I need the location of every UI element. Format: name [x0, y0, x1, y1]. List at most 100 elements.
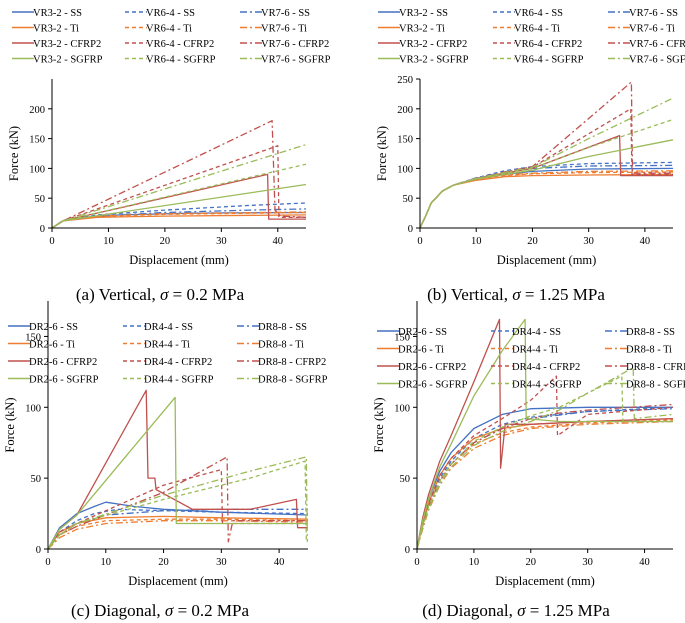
legend-label: DR4-4 - Ti	[512, 345, 558, 356]
x-tick-label: 20	[158, 557, 169, 568]
legend-label: VR6-4 - CFRP2	[146, 39, 214, 50]
y-axis-label: Force (kN)	[375, 126, 389, 181]
legend-label: VR3-2 - CFRP2	[399, 39, 467, 50]
y-tick-label: 100	[29, 164, 45, 175]
legend-label: DR4-4 - SGFRP	[512, 380, 582, 391]
legend-label: DR8-8 - Ti	[626, 345, 672, 356]
chart-panel-b: 0 10 20 30 40 0 50 100 150 200 250 Displacement (mm…	[375, 8, 685, 267]
x-axis-label: Displacement (mm)	[497, 253, 597, 267]
x-tick-label: 40	[274, 557, 285, 568]
legend-label: VR6-4 - SS	[514, 8, 563, 19]
series-line-dr4-4-ti	[47, 518, 309, 550]
y-tick-label: 100	[394, 403, 410, 414]
x-tick-label: 40	[640, 236, 651, 247]
caption-c: (c) Diagonal, σ = 0.2 MPa	[71, 601, 249, 620]
series-line-vr3-2-cfrp2	[419, 134, 673, 229]
x-tick-label: 40	[273, 236, 284, 247]
series-line-dr8-8-ti	[416, 420, 674, 550]
legend-label: DR2-6 - SGFRP	[29, 375, 99, 386]
chart-panel-a: 0 10 20 30 40 0 50 100 150 200 Displacement (mm) Fo…	[7, 8, 331, 267]
x-tick-label: 0	[49, 236, 54, 247]
series-line-vr3-2-ti	[419, 173, 674, 229]
legend-label: DR2-6 - CFRP2	[398, 362, 466, 373]
series-line-dr8-8-ti	[47, 520, 309, 550]
x-axis-label: Displacement (mm)	[129, 253, 229, 267]
y-tick-label: 250	[397, 75, 413, 86]
series-line-vr7-6-ti	[419, 170, 674, 229]
legend-label: VR3-2 - SGFRP	[399, 55, 469, 66]
series-line-dr8-8-sgfrp	[416, 366, 674, 550]
series-line-dr8-8-cfrp2	[416, 403, 674, 550]
x-tick-label: 10	[471, 236, 482, 247]
legend-label: VR7-6 - Ti	[261, 24, 307, 35]
legend-label: VR6-4 - Ti	[514, 24, 560, 35]
legend-label: DR4-4 - CFRP2	[512, 362, 580, 373]
x-tick-label: 10	[469, 557, 480, 568]
legend-label: VR6-4 - SGFRP	[514, 55, 584, 66]
series-line-dr8-8-sgfrp	[47, 456, 309, 550]
series-line-dr2-6-ti	[416, 417, 674, 550]
legend-label: VR6-4 - SGFRP	[146, 55, 216, 66]
y-tick-label: 150	[394, 332, 410, 343]
legend-label: DR4-4 - SS	[512, 327, 561, 338]
series-line-dr2-6-ss	[416, 406, 673, 550]
series-line-dr4-4-cfrp2	[416, 375, 674, 550]
legend-label: DR8-8 - SS	[626, 327, 675, 338]
y-tick-label: 50	[35, 194, 46, 205]
legend-label: DR8-8 - CFRP2	[626, 362, 685, 373]
series-line-dr2-6-sgfrp	[47, 396, 308, 550]
legend-label: DR8-8 - SGFRP	[626, 380, 685, 391]
legend-label: VR7-6 - CFRP2	[629, 39, 685, 50]
y-axis-label: Force (kN)	[372, 397, 386, 452]
legend-label: VR7-6 - SS	[261, 8, 310, 19]
legend-label: VR7-6 - Ti	[629, 24, 675, 35]
legend-label: VR3-2 - SS	[399, 8, 448, 19]
y-tick-label: 50	[400, 474, 411, 485]
legend-label: DR8-8 - CFRP2	[258, 357, 326, 368]
series-line-vr7-6-sgfrp	[51, 143, 307, 229]
legend-label: VR3-2 - CFRP2	[33, 39, 101, 50]
legend-label: VR3-2 - Ti	[399, 24, 445, 35]
x-tick-label: 10	[101, 557, 112, 568]
caption-d: (d) Diagonal, σ = 1.25 MPa	[422, 601, 610, 620]
series-line-dr4-4-ti	[416, 419, 674, 550]
legend-label: VR7-6 - SS	[629, 8, 678, 19]
legend-label: VR6-4 - SS	[146, 8, 195, 19]
series-line-dr4-4-ss	[416, 406, 674, 550]
legend-label: DR4-4 - Ti	[144, 340, 190, 351]
series-line-vr7-6-sgfrp	[419, 97, 674, 229]
legend-label: DR2-6 - SGFRP	[398, 380, 468, 391]
y-axis-label: Force (kN)	[7, 126, 21, 181]
legend-label: DR2-6 - CFRP2	[29, 357, 97, 368]
legend-label: VR7-6 - SGFRP	[629, 55, 685, 66]
legend-label: VR6-4 - CFRP2	[514, 39, 582, 50]
y-tick-label: 150	[29, 135, 45, 146]
y-tick-label: 50	[403, 194, 414, 205]
x-axis-label: Displacement (mm)	[128, 574, 228, 588]
series-line-dr4-4-ss	[47, 508, 309, 550]
legend-label: DR2-6 - SS	[398, 327, 447, 338]
caption-b: (b) Vertical, σ = 1.25 MPa	[427, 285, 605, 304]
x-tick-label: 20	[160, 236, 171, 247]
x-tick-label: 10	[103, 236, 114, 247]
x-tick-label: 30	[582, 557, 593, 568]
chart-panel-d: 0 10 20 30 40 0 50 100 150 Displacement (mm) Force…	[372, 301, 685, 588]
y-tick-label: 50	[31, 474, 42, 485]
x-tick-label: 0	[417, 236, 422, 247]
series-line-vr6-4-ss	[51, 202, 307, 229]
x-tick-label: 0	[414, 557, 419, 568]
legend-label: VR3-2 - SS	[33, 8, 82, 19]
y-tick-label: 150	[397, 135, 413, 146]
series-line-vr7-6-cfrp2	[419, 81, 673, 229]
legend-label: DR8-8 - SGFRP	[258, 375, 328, 386]
series-line-dr2-6-ss	[47, 501, 309, 550]
series-line-dr8-8-ss	[47, 508, 308, 550]
series-line-dr2-6-cfrp2	[47, 389, 308, 550]
y-tick-label: 0	[405, 545, 410, 556]
x-tick-label: 30	[583, 236, 594, 247]
legend-label: DR2-6 - SS	[29, 322, 78, 333]
x-tick-label: 40	[639, 557, 650, 568]
chart-panel-c: 0 10 20 30 40 0 50 100 150 Displacement (mm) Force…	[3, 301, 328, 588]
series-line-dr2-6-cfrp2	[416, 318, 674, 550]
